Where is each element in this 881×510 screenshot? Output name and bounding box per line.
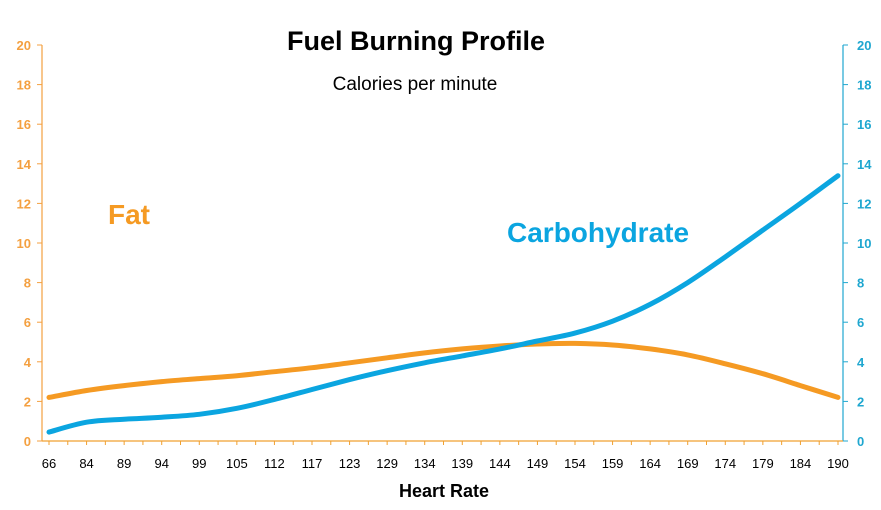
left-y-ticks: 0 2 4 6 8 10 12 14 16 18 20 — [17, 38, 42, 449]
x-tick-label: 123 — [339, 456, 361, 471]
x-tick-label: 154 — [564, 456, 586, 471]
x-tick-label: 164 — [639, 456, 661, 471]
left-y-tick-label: 14 — [17, 157, 32, 172]
right-y-tick-label: 0 — [857, 434, 864, 449]
x-tick-label: 169 — [677, 456, 699, 471]
x-tick-label: 149 — [527, 456, 549, 471]
x-tick-label: 139 — [451, 456, 473, 471]
x-tick-label: 190 — [827, 456, 849, 471]
left-y-tick-label: 16 — [17, 117, 31, 132]
x-tick-label: 84 — [79, 456, 93, 471]
right-y-tick-label: 8 — [857, 276, 864, 291]
series-line-carbohydrate — [46, 173, 841, 435]
left-y-tick-label: 6 — [24, 315, 31, 330]
x-tick-label: 174 — [714, 456, 736, 471]
x-tick-label: 129 — [376, 456, 398, 471]
series-label-carbohydrate: Carbohydrate — [507, 217, 689, 248]
x-tick-label: 184 — [790, 456, 812, 471]
x-tick-label: 112 — [264, 456, 285, 471]
right-y-tick-label: 20 — [857, 38, 871, 53]
right-y-tick-label: 12 — [857, 196, 871, 211]
x-tick-label: 94 — [154, 456, 168, 471]
series-layer — [46, 173, 841, 435]
x-tick-label: 159 — [602, 456, 624, 471]
x-tick-label: 99 — [192, 456, 206, 471]
right-y-tick-label: 10 — [857, 236, 871, 251]
right-y-tick-label: 16 — [857, 117, 871, 132]
x-tick-label: 117 — [302, 456, 323, 471]
chart-title: Fuel Burning Profile — [287, 26, 545, 56]
series-line-fat — [46, 340, 841, 400]
series-label-fat: Fat — [108, 199, 150, 230]
x-tick-label: 134 — [414, 456, 436, 471]
left-y-tick-label: 0 — [24, 434, 31, 449]
left-y-tick-label: 4 — [24, 355, 32, 370]
left-y-tick-label: 18 — [17, 78, 31, 93]
right-y-tick-label: 14 — [857, 157, 872, 172]
left-y-tick-label: 10 — [17, 236, 31, 251]
left-y-tick-label: 2 — [24, 394, 31, 409]
x-ticks: 66 84 89 94 99 105 112 117 123 129 134 139 144 149 154… — [42, 441, 849, 471]
right-y-ticks: 0 2 4 6 8 10 12 14 16 18 20 — [843, 38, 872, 449]
x-tick-label: 66 — [42, 456, 56, 471]
x-axis-label: Heart Rate — [399, 481, 489, 501]
x-tick-label: 105 — [226, 456, 248, 471]
right-y-tick-label: 4 — [857, 355, 865, 370]
left-y-tick-label: 8 — [24, 276, 31, 291]
left-y-tick-label: 12 — [17, 196, 31, 211]
x-tick-label: 89 — [117, 456, 131, 471]
right-y-tick-label: 2 — [857, 394, 864, 409]
x-tick-label: 179 — [752, 456, 774, 471]
right-y-tick-label: 18 — [857, 78, 871, 93]
chart-subtitle: Calories per minute — [333, 74, 498, 95]
right-y-tick-label: 6 — [857, 315, 864, 330]
left-y-tick-label: 20 — [17, 38, 31, 53]
x-tick-label: 144 — [489, 456, 511, 471]
